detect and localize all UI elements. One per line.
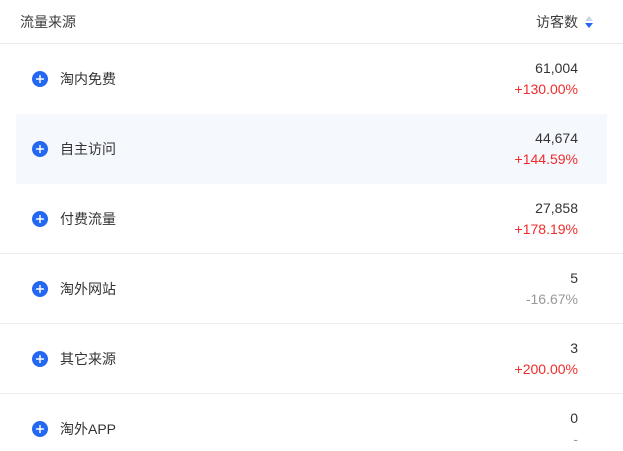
- expand-plus-icon[interactable]: [32, 350, 48, 367]
- expand-plus-icon[interactable]: [32, 141, 48, 157]
- change-percent: +200.00%: [514, 360, 578, 377]
- visitor-count: 0: [570, 410, 578, 426]
- change-percent: +144.59%: [514, 151, 578, 167]
- source-label: 付费流量: [60, 210, 116, 227]
- source-label: 淘外APP: [60, 421, 117, 437]
- expand-plus-icon[interactable]: [32, 210, 48, 227]
- expand-plus-icon[interactable]: [32, 71, 48, 87]
- sort-desc-icon: [585, 22, 593, 28]
- visitor-count: 44,674: [535, 130, 578, 146]
- table-row[interactable]: 付费流量 27,858 +178.19%: [0, 184, 623, 254]
- change-percent: -16.67%: [525, 290, 578, 307]
- visitor-count: 3: [570, 339, 578, 356]
- expand-plus-icon[interactable]: [32, 421, 48, 437]
- source-label: 其它来源: [60, 350, 116, 367]
- column-header-source: 流量来源: [20, 13, 76, 30]
- source-label: 淘外网站: [60, 280, 116, 297]
- column-header-visitors[interactable]: 访客数: [536, 13, 578, 30]
- visitor-count: 5: [570, 269, 578, 286]
- table-row[interactable]: 自主访问 44,674 +144.59%: [0, 114, 623, 184]
- table-header: 流量来源 访客数: [0, 0, 623, 44]
- change-percent: +178.19%: [514, 220, 578, 237]
- table-row[interactable]: 淘内免费 61,004 +130.00%: [0, 44, 623, 114]
- change-percent: -: [573, 431, 578, 447]
- change-percent: +130.00%: [514, 81, 578, 97]
- sort-asc-icon: [585, 15, 593, 21]
- source-label: 自主访问: [60, 141, 116, 157]
- visitor-count: 61,004: [535, 60, 578, 76]
- visitor-count: 27,858: [535, 199, 578, 216]
- table-row[interactable]: 淘外APP 0 -: [0, 394, 623, 451]
- source-label: 淘内免费: [60, 71, 116, 87]
- table-row[interactable]: 淘外网站 5 -16.67%: [0, 254, 623, 324]
- expand-plus-icon[interactable]: [32, 280, 48, 297]
- table-row[interactable]: 其它来源 3 +200.00%: [0, 324, 623, 394]
- sort-arrows-icon[interactable]: [585, 15, 593, 28]
